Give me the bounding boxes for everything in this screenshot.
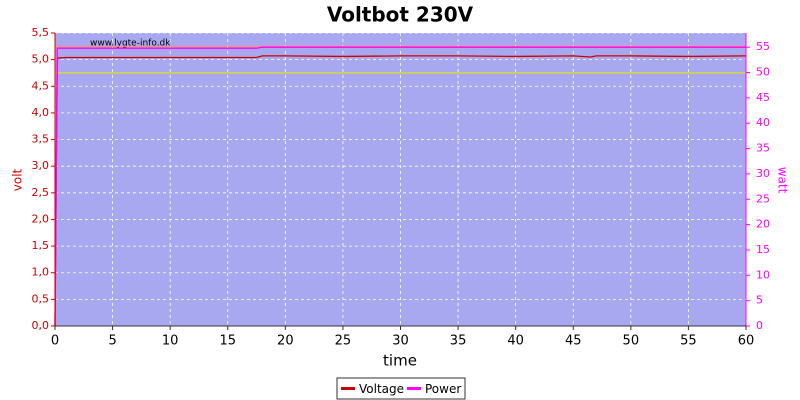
y-tick-label: 3,0 [32,159,50,172]
x-tick-label: 60 [738,334,755,349]
x-tick-label: 45 [565,334,582,349]
y-tick-label: 3,5 [32,133,50,146]
x-tick-label: 15 [219,334,236,349]
x-axis-label: time [383,352,417,370]
y2-tick-label: 15 [756,243,770,256]
y-tick-label: 2,0 [32,212,50,225]
y-axis-label: volt [11,168,25,191]
x-tick-label: 0 [51,334,59,349]
y-tick-label: 1,5 [32,239,50,252]
x-tick-label: 5 [108,334,116,349]
y2-tick-label: 0 [756,319,763,332]
x-tick-label: 20 [277,334,294,349]
y-tick-label: 5,5 [32,26,50,39]
legend-label: Power [425,382,461,396]
x-tick-label: 25 [335,334,352,349]
y2-tick-label: 35 [756,142,770,155]
y2-tick-label: 50 [756,66,770,79]
chart-title: Voltbot 230V [327,3,474,27]
y-tick-label: 0,5 [32,292,50,305]
watermark: www.lygte-info.dk [90,39,171,49]
y2-tick-label: 55 [756,40,770,53]
x-tick-label: 10 [162,334,179,349]
y-tick-label: 4,5 [32,79,50,92]
y2-tick-label: 40 [756,116,770,129]
y2-tick-label: 25 [756,192,770,205]
series-line [54,55,747,327]
y2-axis-label: watt [776,167,790,194]
y-tick-label: 0,0 [32,319,50,332]
y-tick-label: 4,0 [32,106,50,119]
y2-tick-label: 45 [756,91,770,104]
legend: Voltage Power [336,377,466,400]
legend-label: Voltage [359,382,404,396]
x-tick-label: 35 [450,334,467,349]
y-tick-label: 5,0 [32,53,50,66]
y-tick-label: 1,0 [32,266,50,279]
x-tick-label: 55 [680,334,697,349]
y-tick-label: 2,5 [32,186,50,199]
y2-tick-label: 20 [756,218,770,231]
x-tick-label: 50 [623,334,640,349]
x-tick-label: 40 [507,334,524,349]
y2-tick-label: 30 [756,167,770,180]
series-line [54,46,746,327]
x-tick-label: 30 [392,334,409,349]
legend-box [336,377,466,400]
y2-tick-label: 10 [756,268,770,281]
y2-tick-label: 5 [756,294,763,307]
